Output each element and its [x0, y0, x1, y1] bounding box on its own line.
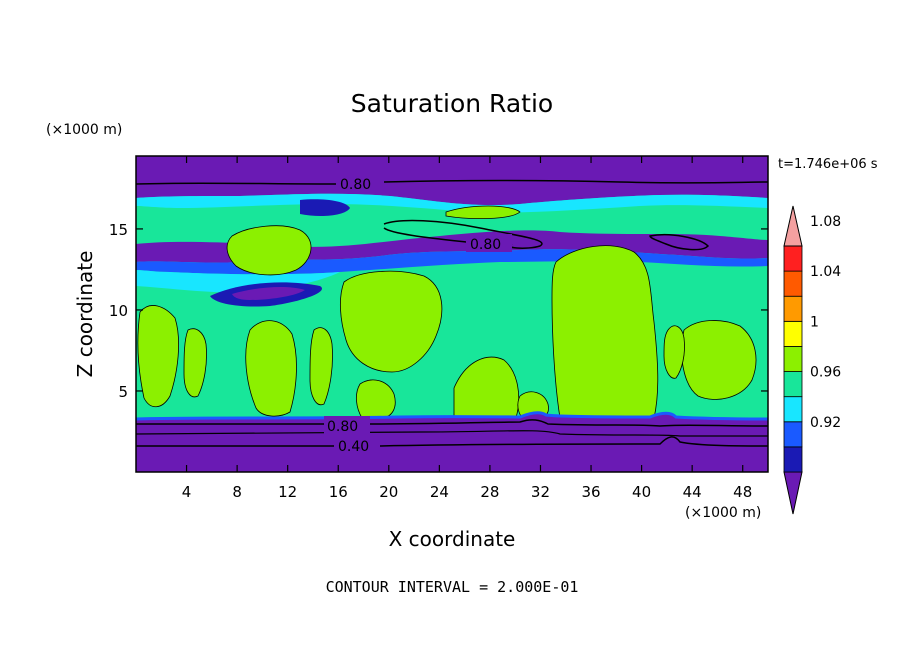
contour-080-mid-loop — [383, 219, 543, 249]
z-axis-label: Z coordinate — [73, 251, 97, 378]
z-tick-label: 5 — [118, 383, 128, 401]
moist-region-h — [309, 327, 333, 406]
contour-label-bg-1 — [336, 174, 382, 192]
contour-interval-footer: CONTOUR INTERVAL = 2.000E-01 — [326, 578, 579, 596]
upper-blue-patch — [300, 199, 350, 216]
colorbar-label: 0.96 — [810, 365, 841, 381]
moist-region-d — [453, 356, 520, 419]
colorbar-label: 1.08 — [810, 214, 841, 230]
colorbar-segment — [783, 396, 803, 423]
contour-label-bg-4 — [334, 437, 380, 455]
moist-region-g — [183, 328, 207, 398]
moist-region-a — [226, 225, 312, 276]
x-tick-label: 32 — [531, 483, 550, 501]
z-tick-label: 10 — [109, 302, 128, 320]
colorbar-segment — [783, 320, 803, 347]
contour-label-low-080: 0.80 — [327, 419, 358, 435]
x-tick-label: 24 — [430, 483, 449, 501]
plot-frame — [135, 155, 769, 473]
moist-region-j — [663, 325, 685, 379]
colorbar-segment — [783, 295, 803, 322]
moist-region-f — [681, 320, 757, 400]
time-label: t=1.746e+06 s — [778, 157, 878, 172]
colorbar-label: 1 — [810, 314, 819, 330]
colorbar-segment — [783, 245, 803, 272]
plot-area — [136, 156, 768, 472]
colorbar-over-triangle — [783, 205, 803, 247]
contour-080-right-loop — [649, 234, 710, 251]
contour-080-top — [136, 179, 768, 185]
z-unit-label: (×1000 m) — [46, 122, 122, 138]
colorbar-label: 1.04 — [810, 264, 841, 280]
x-tick-label: 16 — [329, 483, 348, 501]
colorbar: 0.92 0.96 1 1.04 1.08 — [783, 205, 841, 515]
x-unit-label: (×1000 m) — [685, 505, 761, 521]
x-tick-label: 48 — [733, 483, 752, 501]
dark-lens-core — [232, 287, 305, 300]
contour-040-low — [136, 436, 768, 447]
x-axis-label: X coordinate — [389, 527, 516, 551]
z-axis-ticks: 5 10 15 — [109, 221, 768, 401]
x-tick-label: 36 — [581, 483, 600, 501]
colorbar-segment — [783, 346, 803, 372]
moist-region-left — [137, 305, 179, 408]
contour-060-low — [136, 430, 768, 437]
colorbar-segment — [783, 371, 803, 398]
x-axis-ticks: 4 8 12 16 20 24 28 32 36 40 44 48 — [182, 156, 752, 501]
x-tick-label: 8 — [232, 483, 242, 501]
chart-title: Saturation Ratio — [351, 89, 553, 118]
contour-label-bg-2 — [466, 234, 512, 252]
colorbar-segment — [783, 421, 803, 448]
lower-dry-band — [136, 413, 768, 472]
contour-label-bg-3 — [324, 416, 370, 434]
contour-label-low-040: 0.40 — [338, 439, 369, 455]
moist-region-c — [340, 270, 443, 373]
moist-region-e — [551, 245, 659, 419]
contour-label-top: 0.80 — [340, 177, 371, 193]
z-tick-label: 15 — [109, 221, 128, 239]
contour-080-low — [136, 419, 768, 427]
contour-label-mid: 0.80 — [470, 237, 501, 253]
x-tick-label: 28 — [480, 483, 499, 501]
x-tick-label: 4 — [182, 483, 192, 501]
upper-moist-blob — [445, 205, 521, 220]
colorbar-under-triangle — [783, 471, 803, 515]
moist-region-b — [245, 320, 297, 417]
colorbar-segment — [783, 446, 803, 473]
lower-blue-edge — [136, 411, 768, 421]
x-tick-label: 44 — [683, 483, 702, 501]
x-tick-label: 20 — [379, 483, 398, 501]
x-tick-label: 40 — [632, 483, 651, 501]
moist-region-i — [356, 379, 396, 419]
x-tick-label: 12 — [278, 483, 297, 501]
upper-fringe — [136, 193, 768, 213]
colorbar-segment — [783, 270, 803, 297]
colorbar-label: 0.92 — [810, 415, 841, 431]
